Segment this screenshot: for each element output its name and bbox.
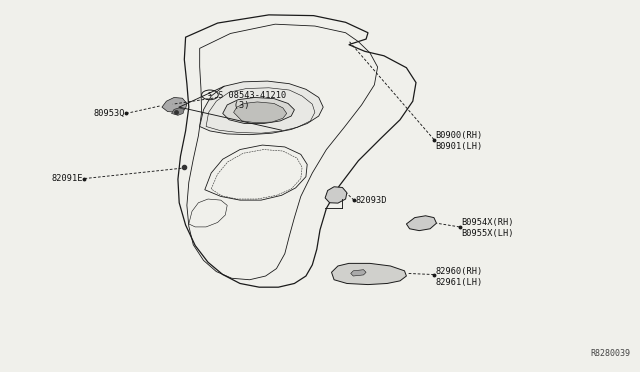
Text: B0900(RH)
B0901(LH): B0900(RH) B0901(LH) (435, 131, 483, 151)
Polygon shape (325, 187, 347, 203)
Text: 82093D: 82093D (355, 196, 387, 205)
Polygon shape (351, 270, 366, 276)
Text: 82960(RH)
82961(LH): 82960(RH) 82961(LH) (435, 267, 483, 287)
Polygon shape (162, 97, 187, 112)
Polygon shape (223, 97, 294, 124)
Polygon shape (200, 81, 323, 135)
Text: R8280039: R8280039 (590, 349, 630, 358)
Polygon shape (406, 216, 436, 231)
Text: S: S (208, 92, 212, 97)
Text: 80953Q: 80953Q (93, 109, 125, 118)
Polygon shape (234, 102, 287, 123)
Polygon shape (172, 108, 184, 115)
Text: B0954X(RH)
B0955X(LH): B0954X(RH) B0955X(LH) (461, 218, 513, 238)
Polygon shape (332, 263, 406, 285)
Text: 82091E: 82091E (52, 174, 83, 183)
Text: S 08543-41210
   (3): S 08543-41210 (3) (218, 90, 286, 110)
